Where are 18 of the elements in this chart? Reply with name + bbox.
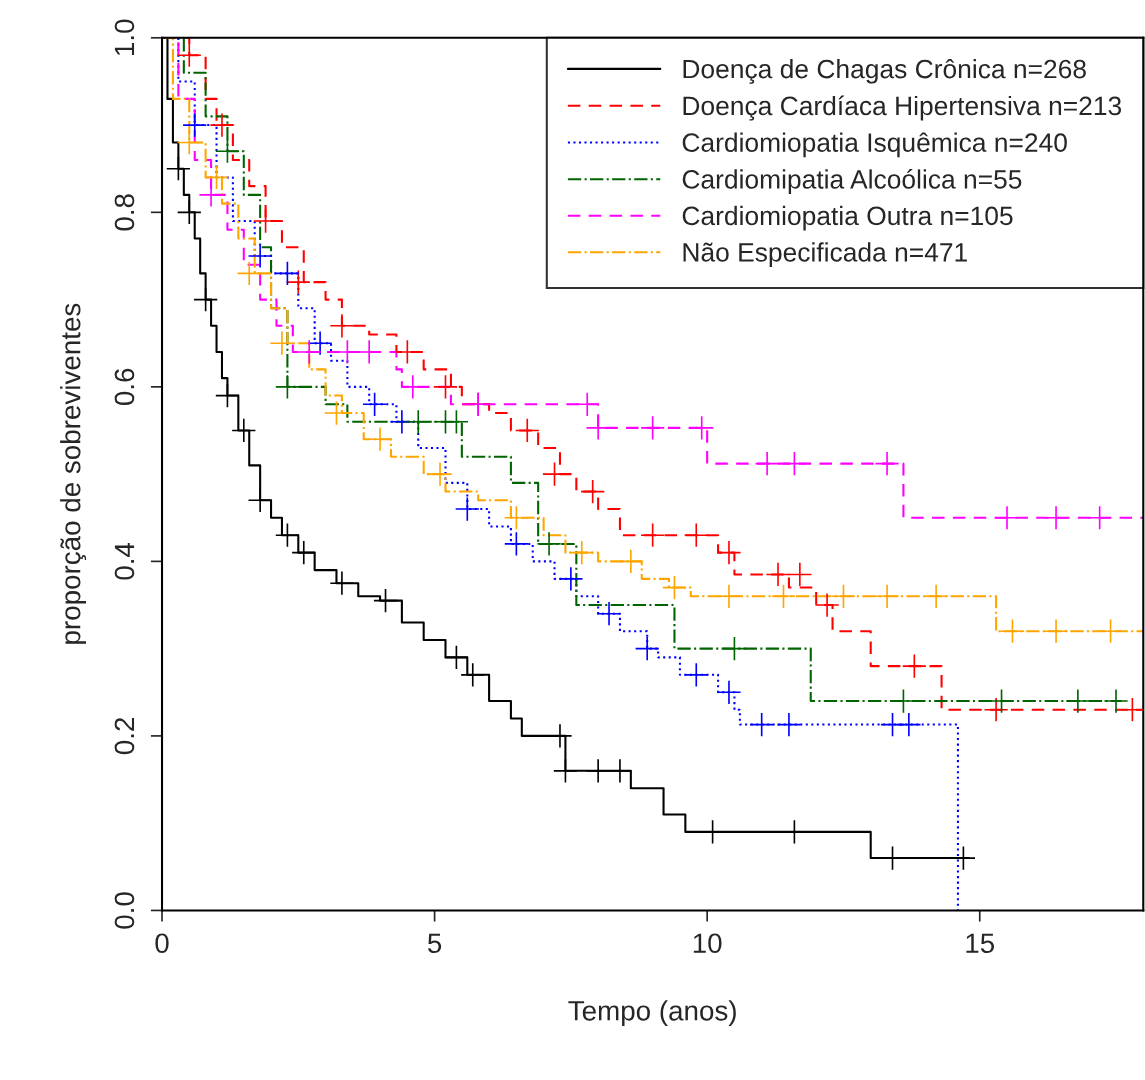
legend-label: Não Especificada n=471 [683,242,967,267]
y-tick-label: 0.4 [114,542,135,580]
y-tick-label: 0.0 [114,892,135,929]
legend-label: Doença Cardíaca Hipertensiva n=213 [683,95,1122,121]
x-tick-label: 15 [966,933,995,954]
y-tick-label: 1.0 [114,19,135,55]
y-tick-label: 0.2 [114,718,135,755]
y-axis-title: proporção de sobreviventes [60,303,87,644]
legend-label: Cardiomiopatia Isquêmica n=240 [682,132,1067,158]
x-tick-label: 10 [693,933,722,954]
legend-label: Cardiomiopatia Outra n=105 [682,205,1013,231]
x-tick-label: 5 [427,933,442,954]
x-axis-title: Tempo (anos) [568,1000,736,1027]
x-tick-label: 0 [155,933,169,954]
legend-label: Doença de Chagas Crônica n=268 [683,58,1086,84]
y-tick-label: 0.8 [114,194,135,231]
y-tick-label: 0.6 [114,368,135,406]
legend-label: Cardiomipatia Alcoólica n=55 [682,169,1022,194]
